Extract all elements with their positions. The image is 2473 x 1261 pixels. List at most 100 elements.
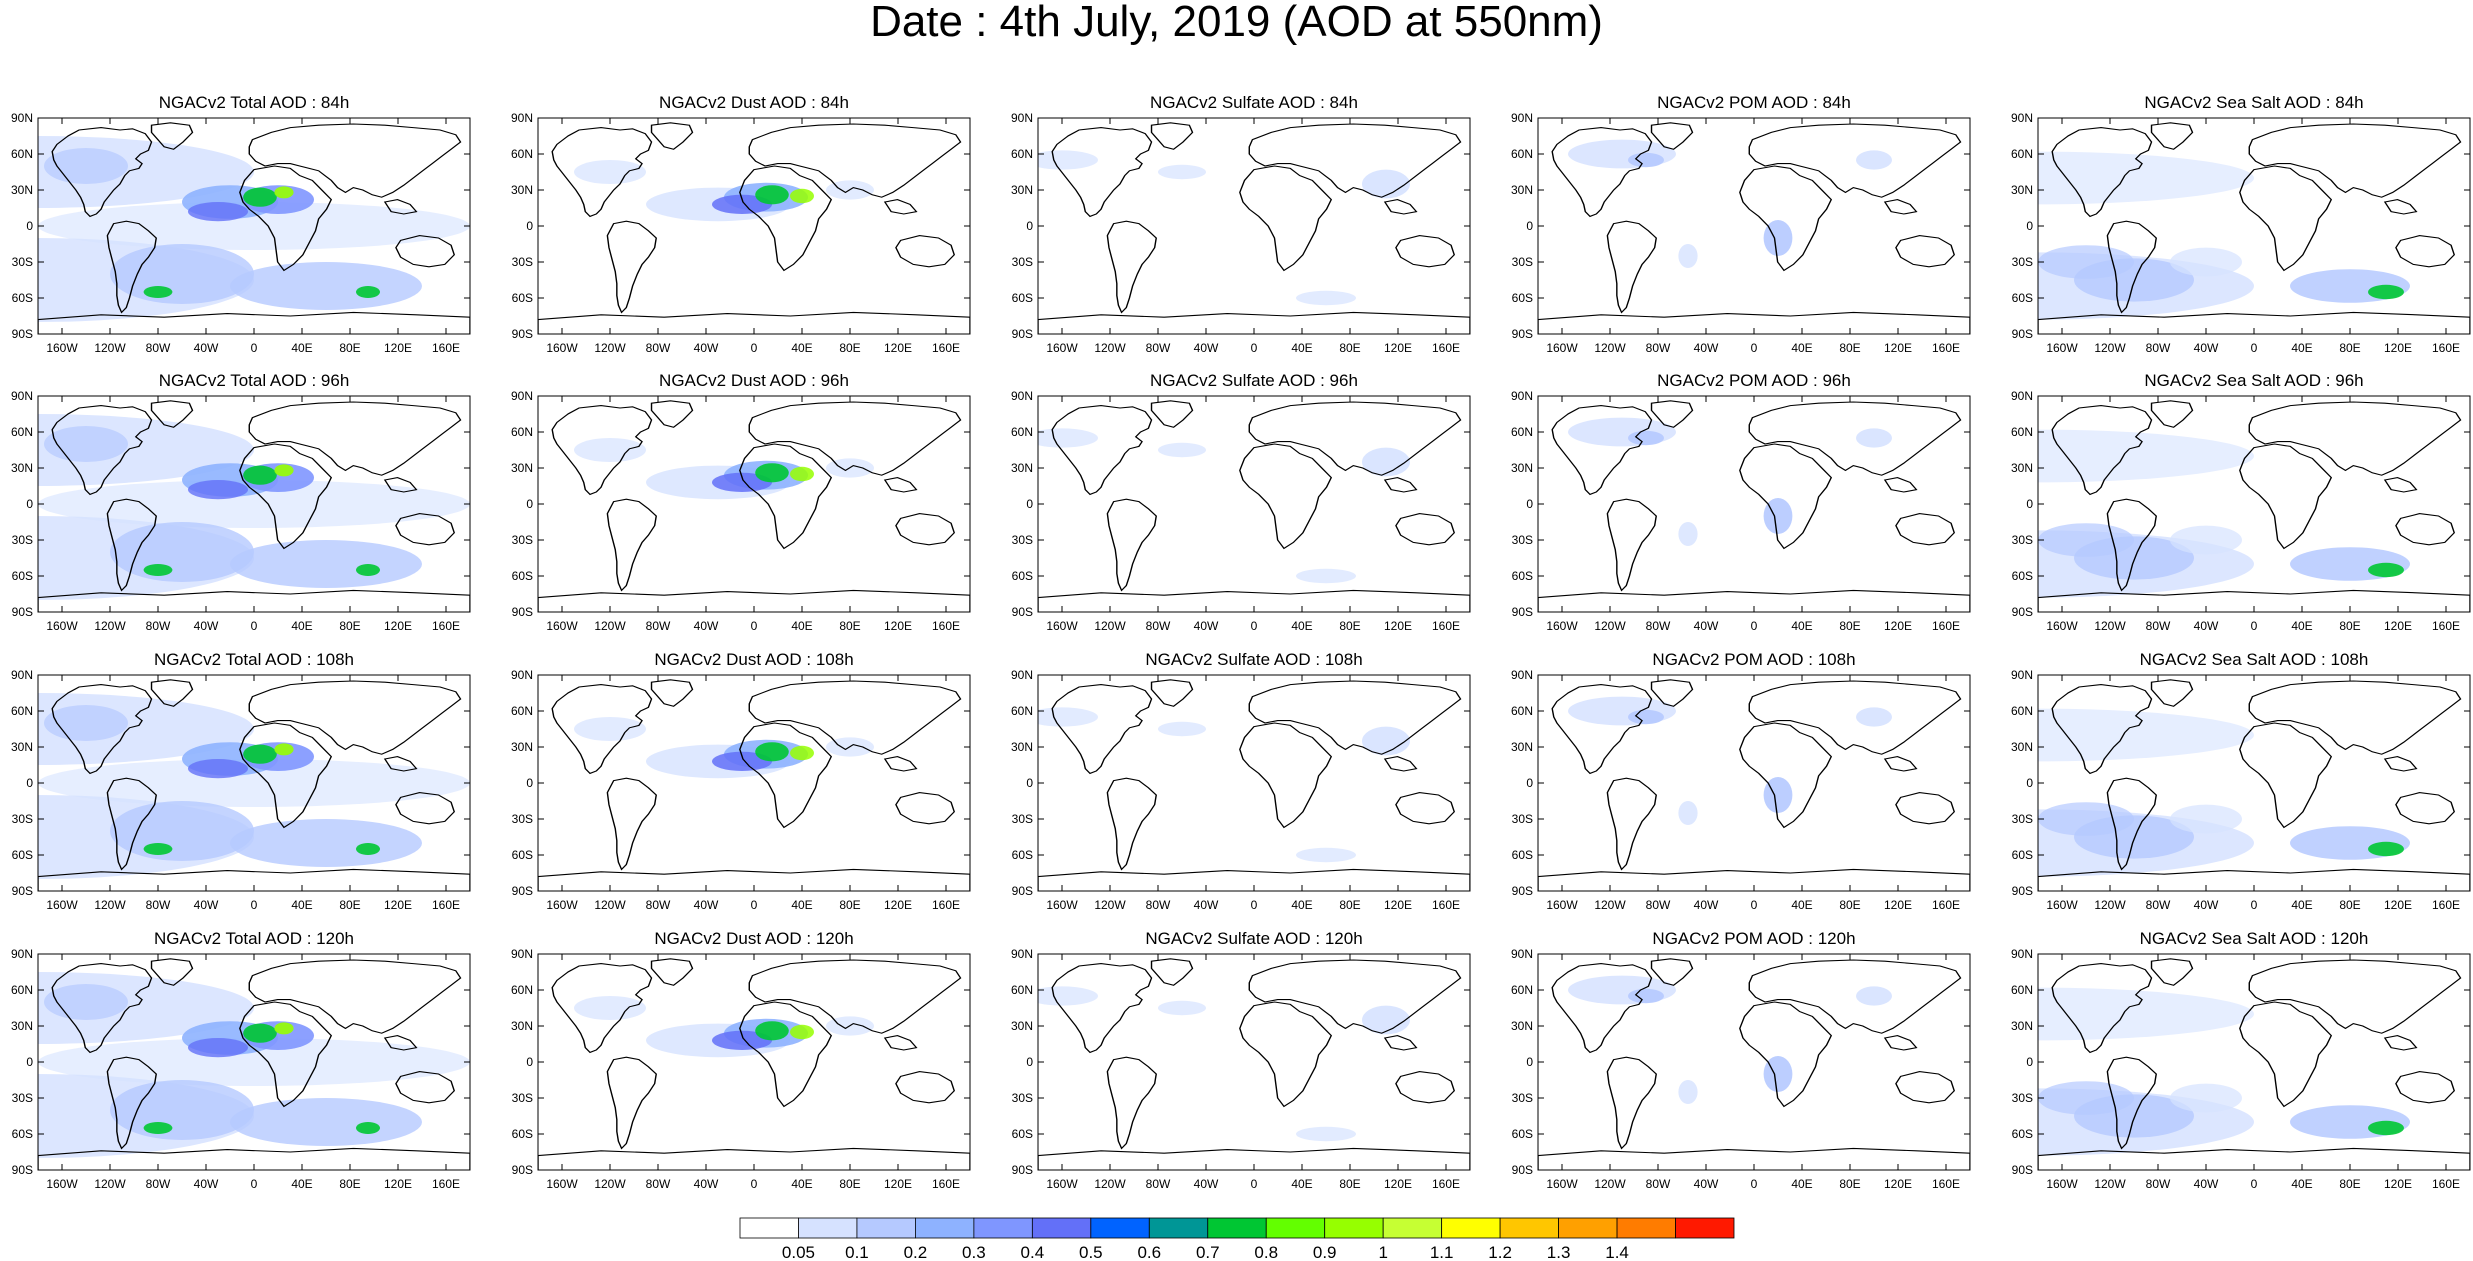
aerosol-plume	[230, 262, 422, 310]
lon-tick-label: 160E	[2432, 341, 2460, 355]
aerosol-plume	[1763, 1056, 1793, 1092]
aod-field	[2038, 954, 2470, 1170]
lat-tick-label: 90S	[2012, 605, 2033, 619]
lat-tick-label: 30S	[512, 533, 533, 547]
lon-tick-label: 40W	[694, 619, 719, 633]
aerosol-plume	[243, 187, 277, 207]
aerosol-plume	[143, 1122, 173, 1134]
aerosol-plume	[712, 194, 772, 214]
aerosol-plume	[356, 843, 380, 855]
panel-title: NGACv2 POM AOD : 120h	[1652, 929, 1855, 948]
lon-tick-label: 80W	[646, 1177, 671, 1191]
lat-tick-label: 60N	[1011, 147, 1033, 161]
aod-field	[538, 118, 970, 334]
aerosol-plume	[2038, 1081, 2134, 1115]
aerosol-plume	[230, 819, 422, 867]
lon-tick-label: 80E	[339, 898, 360, 912]
lon-tick-label: 160E	[1932, 619, 1960, 633]
aerosol-plume	[143, 843, 173, 855]
aerosol-plume	[755, 742, 789, 762]
lat-tick-label: 0	[1526, 219, 1533, 233]
lon-tick-label: 80W	[2146, 898, 2171, 912]
lon-tick-label: 160E	[1432, 898, 1460, 912]
lon-tick-label: 160E	[1432, 619, 1460, 633]
lat-tick-label: 90N	[1011, 111, 1033, 125]
aerosol-plume	[712, 751, 772, 771]
lon-tick-label: 120W	[94, 341, 126, 355]
lat-tick-label: 90N	[2011, 947, 2033, 961]
lon-tick-label: 80W	[146, 898, 171, 912]
panel-title: NGACv2 Dust AOD : 96h	[659, 371, 849, 390]
lat-tick-label: 0	[2026, 776, 2033, 790]
map-panel: NGACv2 Sulfate AOD : 120h 160W 120W 80W 40W 0…	[1011, 929, 1471, 1191]
lat-tick-label: 90N	[511, 947, 533, 961]
lat-tick-label: 30N	[511, 740, 533, 754]
aerosol-plume	[1678, 244, 1698, 268]
lon-tick-label: 160E	[2432, 1177, 2460, 1191]
aerosol-plume	[38, 759, 470, 807]
lat-tick-label: 30N	[1011, 461, 1033, 475]
lat-tick-label: 60S	[1012, 848, 1033, 862]
lon-tick-label: 40E	[791, 898, 812, 912]
lon-tick-label: 160E	[432, 341, 460, 355]
panel-title: NGACv2 POM AOD : 108h	[1652, 650, 1855, 669]
lon-tick-label: 120E	[1884, 341, 1912, 355]
aod-field	[1038, 954, 1470, 1170]
lat-tick-label: 90S	[1012, 1163, 1033, 1177]
panel-title: NGACv2 Dust AOD : 84h	[659, 93, 849, 112]
lat-tick-label: 60N	[2011, 147, 2033, 161]
lon-tick-label: 40E	[1791, 898, 1812, 912]
lon-tick-label: 40E	[1791, 1177, 1812, 1191]
lon-tick-label: 120E	[884, 341, 912, 355]
lat-tick-label: 30S	[512, 812, 533, 826]
lon-tick-label: 40W	[2194, 898, 2219, 912]
panel-title: NGACv2 Sea Salt AOD : 120h	[2140, 929, 2369, 948]
lat-tick-label: 30N	[1511, 1019, 1533, 1033]
lon-tick-label: 120W	[594, 1177, 626, 1191]
lon-tick-label: 120E	[1384, 619, 1412, 633]
lon-tick-label: 80W	[646, 341, 671, 355]
lon-tick-label: 120E	[384, 341, 412, 355]
lon-tick-label: 160E	[432, 619, 460, 633]
lon-tick-label: 160W	[1046, 341, 1078, 355]
aerosol-plume	[1678, 801, 1698, 825]
lon-tick-label: 40E	[291, 619, 312, 633]
lat-tick-label: 60N	[2011, 983, 2033, 997]
lon-tick-label: 80E	[839, 619, 860, 633]
colorbar-swatch	[915, 1217, 975, 1239]
lat-tick-label: 30S	[1512, 533, 1533, 547]
lon-tick-label: 160W	[1546, 898, 1578, 912]
lat-tick-label: 90S	[1012, 884, 1033, 898]
lat-tick-label: 90S	[1512, 605, 1533, 619]
lat-tick-label: 0	[26, 219, 33, 233]
aerosol-plume	[274, 1022, 294, 1035]
aerosol-plume	[356, 286, 380, 298]
lat-tick-label: 30N	[11, 1019, 33, 1033]
lon-tick-label: 160W	[46, 619, 78, 633]
aerosol-plume	[230, 540, 422, 588]
colorbar-label: 0.5	[1079, 1243, 1103, 1261]
lat-tick-label: 60N	[1511, 147, 1533, 161]
lat-tick-label: 90N	[1011, 947, 1033, 961]
lon-tick-label: 80E	[1839, 341, 1860, 355]
aerosol-plume	[1678, 1080, 1698, 1104]
lon-tick-label: 0	[2251, 898, 2258, 912]
aod-field	[538, 396, 970, 612]
aod-field	[1038, 396, 1470, 612]
aerosol-plume	[790, 745, 814, 761]
lat-tick-label: 30S	[1512, 1091, 1533, 1105]
lat-tick-label: 90N	[11, 111, 33, 125]
lon-tick-label: 80E	[839, 1177, 860, 1191]
lat-tick-label: 0	[1526, 1055, 1533, 1069]
lon-tick-label: 40W	[1694, 341, 1719, 355]
lat-tick-label: 30N	[2011, 183, 2033, 197]
lon-tick-label: 80E	[839, 341, 860, 355]
panel-title: NGACv2 Total AOD : 84h	[159, 93, 350, 112]
aerosol-plume	[755, 185, 789, 205]
lon-tick-label: 120E	[884, 1177, 912, 1191]
aerosol-plume	[574, 717, 646, 741]
aerosol-plume	[1763, 498, 1793, 534]
aod-field	[38, 118, 470, 334]
lat-tick-label: 60S	[12, 569, 33, 583]
